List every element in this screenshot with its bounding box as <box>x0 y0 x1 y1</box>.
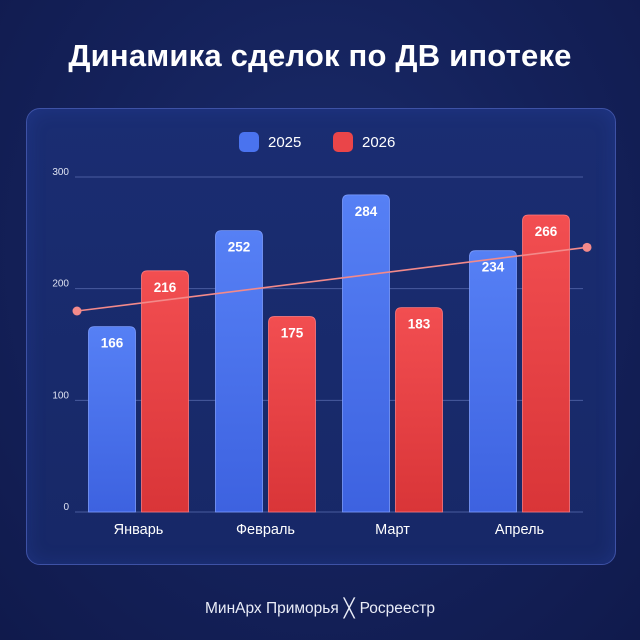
bar-chart: 0 100 200 300 166 216 Январь 252 175 Февраль 284 1… <box>52 132 592 538</box>
y-tick-label: 100 <box>52 390 69 401</box>
cross-icon: ╳ <box>343 598 355 618</box>
bar-2026 <box>141 270 189 513</box>
y-tick-label: 200 <box>52 279 69 290</box>
legend-swatch-2026 <box>333 132 353 152</box>
bar-value-label: 252 <box>228 240 251 255</box>
legend-label-2026: 2026 <box>362 134 395 151</box>
chart-panel: 0 100 200 300 166 216 Январь 252 175 Февраль 284 1… <box>26 108 616 565</box>
trend-start-point <box>72 306 82 316</box>
bar-2026 <box>395 307 443 513</box>
trend-line <box>76 246 588 312</box>
legend-swatch-2025 <box>239 132 259 152</box>
footer: МинАрх Приморья ╳ Росреестр <box>0 598 640 619</box>
chart-title: Динамика сделок по ДВ ипотеке <box>68 38 572 73</box>
y-tick-label: 300 <box>52 167 69 178</box>
y-tick-label: 0 <box>63 502 69 513</box>
bar-value-label: 166 <box>101 336 124 351</box>
bar-value-label: 234 <box>482 260 505 275</box>
x-tick-label: Апрель <box>495 522 544 538</box>
bar-value-label: 266 <box>535 224 558 239</box>
bar-value-label: 284 <box>355 204 378 219</box>
trend-end-point <box>582 242 592 252</box>
legend-label-2025: 2025 <box>268 134 301 151</box>
x-tick-label: Февраль <box>236 522 295 538</box>
bar-2025 <box>88 326 136 513</box>
bar-2026 <box>268 316 316 513</box>
footer-source-left: МинАрх Приморья <box>205 600 339 617</box>
bar-2025 <box>342 194 390 513</box>
bar-2025 <box>215 230 263 513</box>
bar-value-label: 175 <box>281 326 304 341</box>
bar-2026 <box>522 214 570 513</box>
bar-value-label: 216 <box>154 280 177 295</box>
footer-source-right: Росреестр <box>359 600 435 617</box>
x-tick-label: Январь <box>114 522 164 538</box>
bar-value-label: 183 <box>408 317 431 332</box>
bar-2025 <box>469 250 517 513</box>
x-tick-label: Март <box>375 522 410 538</box>
